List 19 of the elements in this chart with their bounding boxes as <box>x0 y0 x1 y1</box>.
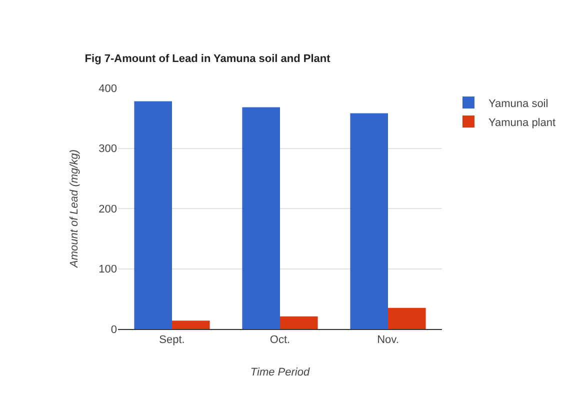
x-tick-label: Nov. <box>377 334 399 346</box>
y-axis-title: Amount of Lead (mg/kg) <box>68 149 80 269</box>
legend-label: Yamuna soil <box>488 98 548 110</box>
legend-label: Yamuna plant <box>488 116 556 129</box>
bar <box>280 316 318 329</box>
bar <box>172 320 210 329</box>
x-tick-label: Oct. <box>270 334 290 346</box>
x-axis-title: Time Period <box>250 366 310 378</box>
y-tick-label: 300 <box>98 143 117 156</box>
y-tick-label: 200 <box>98 203 117 216</box>
bar <box>388 308 426 329</box>
bar <box>242 107 280 329</box>
y-tick-label: 0 <box>110 324 117 336</box>
y-tick-label: 400 <box>98 82 117 95</box>
x-tick-label: Sept. <box>159 334 185 346</box>
chart-title: Fig 7-Amount of Lead in Yamuna soil and Plant <box>84 52 331 65</box>
y-tick-label: 100 <box>98 264 117 276</box>
bar <box>350 113 388 329</box>
bar <box>134 101 172 329</box>
